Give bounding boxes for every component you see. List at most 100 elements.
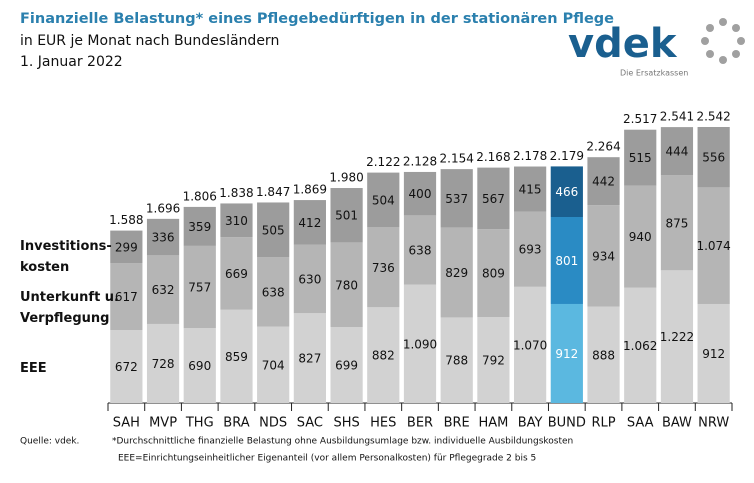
bar-segment — [624, 185, 657, 288]
value-label: 1.074 — [696, 239, 730, 253]
date: 1. Januar 2022 — [20, 54, 123, 70]
bar-segment — [514, 211, 547, 287]
source: Quelle: vdek. — [20, 437, 79, 447]
bar-segment — [220, 203, 253, 238]
bar-segment — [220, 309, 253, 403]
bar-segment — [697, 187, 730, 304]
total-label: 1.838 — [219, 186, 253, 200]
value-label: 359 — [188, 220, 211, 234]
bar-segment — [477, 167, 510, 230]
value-label: 299 — [115, 240, 138, 254]
bar-segment — [624, 287, 657, 403]
bar-segment — [293, 200, 326, 245]
x-tick-label: SAH — [113, 416, 140, 431]
bar-segment — [146, 255, 180, 324]
bar-segment — [514, 166, 547, 212]
bar-segment — [660, 270, 694, 403]
logo-dots — [701, 18, 745, 64]
bar-segment — [110, 263, 143, 331]
total-label: 1.696 — [146, 201, 180, 215]
subtitle: in EUR je Monat nach Bundesländern — [20, 33, 279, 49]
value-label: 444 — [665, 145, 688, 159]
bar-segment — [697, 303, 730, 403]
bar-segment — [624, 129, 657, 186]
bar-segment — [330, 327, 363, 403]
bar-segment — [257, 202, 290, 258]
bar-segment — [403, 171, 437, 216]
bar-segment — [477, 317, 510, 403]
value-label: 537 — [445, 192, 468, 206]
bar-segment — [330, 188, 363, 243]
x-tick-label: BAW — [662, 416, 692, 431]
bar-segment — [550, 303, 583, 403]
footnote: EEE=Einrichtungseinheitlicher Eigenantei… — [118, 454, 536, 464]
x-tick-label: MVP — [149, 416, 177, 431]
value-label: 809 — [482, 267, 505, 281]
value-label: 1.062 — [623, 339, 657, 353]
x-tick-label: BRA — [223, 416, 249, 431]
value-label: 466 — [555, 185, 578, 199]
bar-segment — [514, 286, 547, 403]
value-label: 780 — [335, 278, 358, 292]
value-label: 690 — [188, 359, 211, 373]
bar-segment — [330, 242, 363, 328]
bar-segment — [183, 328, 216, 403]
value-label: 934 — [592, 249, 615, 263]
value-label: 736 — [372, 261, 395, 275]
value-label: 827 — [298, 352, 321, 366]
value-label: 704 — [262, 358, 285, 372]
total-label: 2.541 — [660, 110, 694, 124]
bar-segment — [257, 326, 290, 403]
bar-segment — [440, 227, 473, 318]
value-label: 912 — [702, 347, 725, 361]
value-label: 1.070 — [513, 338, 547, 352]
x-tick-label: THG — [185, 416, 214, 431]
x-tick-label: BAY — [518, 416, 543, 431]
bar-segment — [440, 169, 473, 228]
series-label: Unterkunft u. Verpflegung — [20, 290, 119, 326]
logo: vdek — [568, 21, 678, 67]
total-label: 1.806 — [183, 189, 217, 203]
total-label: 1.847 — [256, 185, 290, 199]
value-label: 669 — [225, 267, 248, 281]
x-tick-label: SAA — [627, 416, 654, 431]
value-label: 829 — [445, 266, 468, 280]
bar-segment — [257, 257, 290, 327]
total-label: 2.542 — [696, 110, 730, 124]
x-tick-label: HES — [370, 416, 396, 431]
value-label: 859 — [225, 350, 248, 364]
x-tick-label: HAM — [478, 416, 508, 431]
value-label: 310 — [225, 214, 248, 228]
total-label: 1.588 — [109, 213, 143, 227]
value-label: 801 — [555, 254, 578, 268]
value-label: 638 — [262, 285, 285, 299]
x-tick-label: BRE — [444, 416, 470, 431]
value-label: 556 — [702, 151, 725, 165]
value-label: 757 — [188, 280, 211, 294]
footnote: *Durchschnittliche finanzielle Belastung… — [112, 437, 573, 447]
bar-segment — [183, 245, 216, 329]
bar-segment — [220, 237, 253, 310]
value-label: 505 — [262, 223, 285, 237]
series-label: EEE — [20, 361, 47, 376]
bar-segment — [587, 205, 620, 307]
value-label: 515 — [629, 151, 652, 165]
value-label: 504 — [372, 193, 395, 207]
series-label: Investitions- kosten — [20, 239, 112, 275]
title: Finanzielle Belastung* eines Pflegebedür… — [20, 11, 614, 27]
bar-segment — [697, 127, 730, 188]
value-label: 630 — [298, 273, 321, 287]
total-label: 1.980 — [329, 171, 363, 185]
value-label: 415 — [519, 183, 542, 197]
bar-segment — [550, 166, 583, 218]
value-label: 888 — [592, 348, 615, 362]
x-tick-label: RLP — [591, 416, 615, 431]
value-label: 1.090 — [403, 337, 437, 351]
value-label: 693 — [519, 243, 542, 257]
bar-segment — [660, 175, 694, 271]
value-label: 638 — [409, 244, 432, 258]
bar-segment — [440, 317, 473, 403]
x-tick-label: NRW — [698, 416, 729, 431]
